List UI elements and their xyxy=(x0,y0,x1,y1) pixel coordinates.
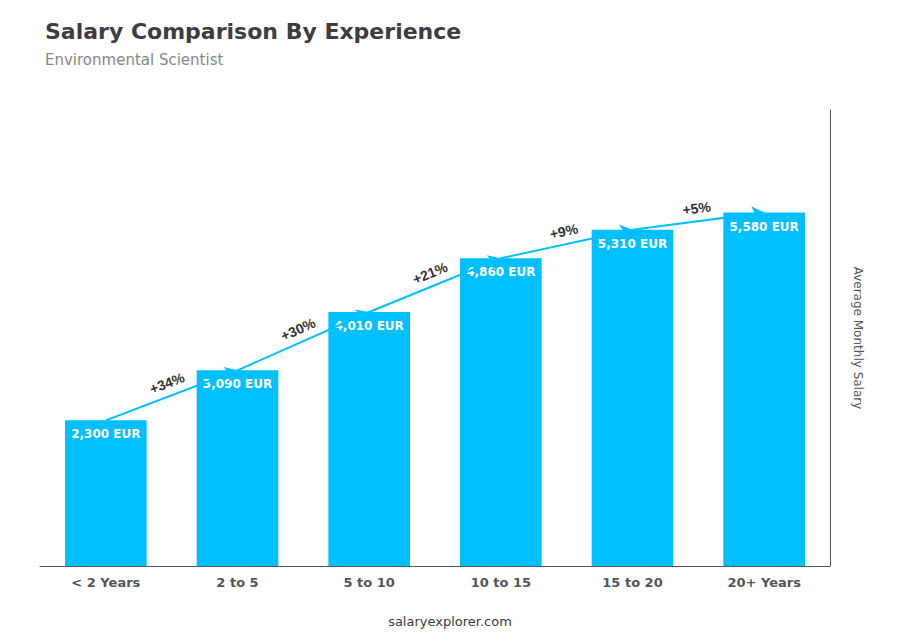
svg-text:Average Monthly Salary: Average Monthly Salary xyxy=(851,267,865,410)
svg-text:10 to 15: 10 to 15 xyxy=(471,575,531,590)
svg-text:+21%: +21% xyxy=(410,259,450,288)
svg-text:+9%: +9% xyxy=(548,220,580,242)
svg-text:Environmental Scientist: Environmental Scientist xyxy=(45,51,223,69)
svg-text:Salary Comparison By Experienc: Salary Comparison By Experience xyxy=(45,19,461,44)
svg-text:2 to 5: 2 to 5 xyxy=(216,575,258,590)
svg-text:4,860 EUR: 4,860 EUR xyxy=(466,265,536,280)
svg-text:5,310 EUR: 5,310 EUR xyxy=(598,237,667,251)
svg-text:salaryexplorer.com: salaryexplorer.com xyxy=(388,614,512,629)
svg-text:20+ Years: 20+ Years xyxy=(727,575,801,590)
svg-text:5,580 EUR: 5,580 EUR xyxy=(730,220,799,234)
svg-text:2,300 EUR: 2,300 EUR xyxy=(71,427,140,441)
svg-text:15 to 20: 15 to 20 xyxy=(602,575,662,590)
svg-text:4,010 EUR: 4,010 EUR xyxy=(335,319,404,333)
svg-text:+30%: +30% xyxy=(278,314,318,344)
svg-text:+5%: +5% xyxy=(682,198,713,218)
svg-text:< 2 Years: < 2 Years xyxy=(71,575,140,590)
svg-text:5 to 10: 5 to 10 xyxy=(343,575,394,590)
svg-text:+34%: +34% xyxy=(147,369,187,397)
svg-text:3,090 EUR: 3,090 EUR xyxy=(202,377,273,392)
